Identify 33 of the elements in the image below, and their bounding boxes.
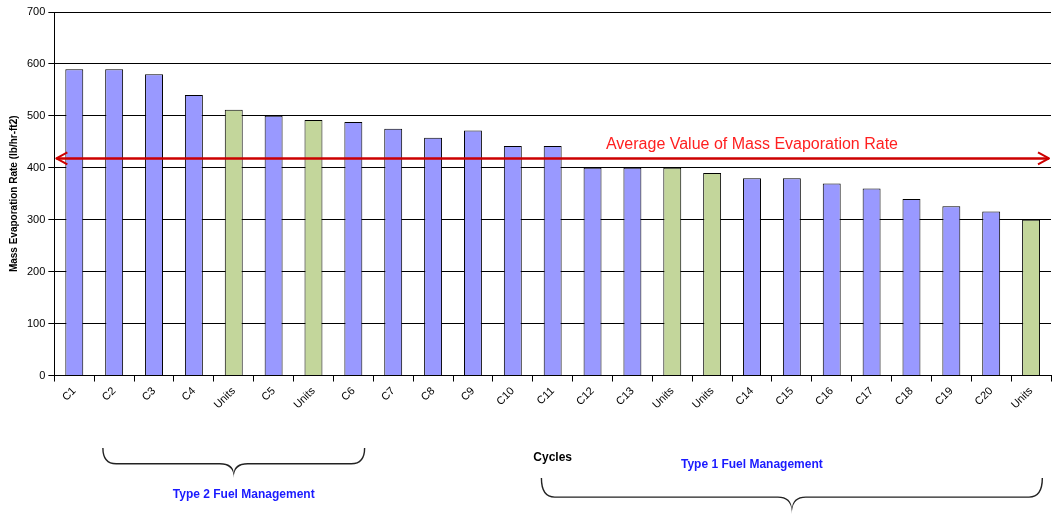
x-tick-label: C19 [932,384,955,408]
x-tick-label: C16 [812,384,836,408]
x-tick-label: C18 [892,384,916,408]
x-tick-label: C15 [772,384,796,408]
x-tick-label: C10 [493,384,517,408]
text: Type 2 Fuel Management [172,487,315,501]
y-tick-label: 0 [39,368,46,381]
text: Type 1 Fuel Management [680,457,823,471]
x-tick-label: C8 [418,384,437,403]
x-tick-label: C12 [573,384,597,408]
x-tick-label: C2 [99,384,118,403]
x-tick-label: C11 [534,384,557,407]
y-tick-label: 300 [26,212,46,225]
x-tick-label: C4 [179,384,198,403]
x-tick-label: C9 [458,384,477,403]
y-tick-label: 700 [26,5,46,18]
x-tick-label: C17 [852,384,876,408]
x-tick-label: C7 [378,384,397,403]
x-axis-title: Cycles [533,450,573,465]
x-tick-label: C14 [732,384,756,408]
x-tick-label: C1 [59,384,78,403]
x-tick-label: C5 [258,384,278,403]
x-tick-label: C3 [139,384,158,403]
y-tick-label: 500 [26,108,46,121]
y-tick-label: 600 [26,56,46,69]
x-tick-label: C20 [972,384,995,408]
x-tick-label: C6 [338,384,357,403]
ref-line-label: Average Value of Mass Evaporation Rate [605,134,899,152]
y-axis-title: Mass Evaporation Rate (lb/hr-ft2) [7,115,19,273]
y-tick-label: 400 [26,160,46,173]
y-tick-label: 100 [26,316,46,329]
x-tick-label: C13 [613,384,636,408]
y-tick-label: 200 [26,264,46,277]
